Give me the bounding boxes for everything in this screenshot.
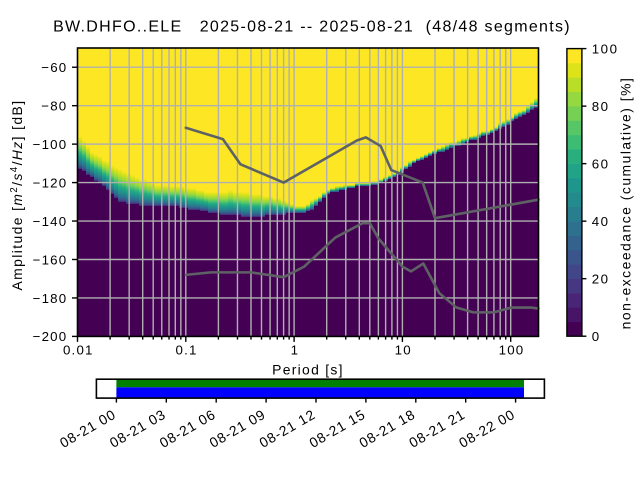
svg-text:10: 10 bbox=[395, 342, 412, 357]
svg-text:100: 100 bbox=[499, 342, 525, 357]
svg-text:−80: −80 bbox=[41, 98, 67, 113]
svg-text:non-exceedance (cumulative) [%: non-exceedance (cumulative) [%] bbox=[618, 77, 634, 330]
svg-text:100: 100 bbox=[592, 41, 619, 56]
svg-text:20: 20 bbox=[592, 271, 610, 286]
svg-text:−140: −140 bbox=[33, 214, 68, 229]
svg-text:80: 80 bbox=[592, 99, 610, 114]
svg-text:Period [s]: Period [s] bbox=[272, 361, 344, 377]
svg-text:−160: −160 bbox=[33, 252, 68, 267]
svg-text:0.01: 0.01 bbox=[63, 342, 94, 357]
svg-text:−100: −100 bbox=[33, 137, 68, 152]
svg-text:1: 1 bbox=[291, 342, 300, 357]
svg-text:−180: −180 bbox=[33, 291, 68, 306]
svg-text:0: 0 bbox=[592, 329, 601, 344]
svg-text:BW.DHFO..ELE 2025-08-21 -- 2: BW.DHFO..ELE 2025-08-21 -- 2025-08-21 (4… bbox=[53, 19, 571, 36]
svg-text:−60: −60 bbox=[41, 60, 67, 75]
svg-text:−200: −200 bbox=[33, 329, 68, 344]
svg-text:Amplitude [m2/s4/Hz] [dB]: Amplitude [m2/s4/Hz] [dB] bbox=[9, 100, 25, 291]
svg-text:0.1: 0.1 bbox=[176, 342, 198, 357]
svg-text:60: 60 bbox=[592, 156, 610, 171]
svg-text:40: 40 bbox=[592, 214, 610, 229]
svg-text:−120: −120 bbox=[33, 175, 68, 190]
